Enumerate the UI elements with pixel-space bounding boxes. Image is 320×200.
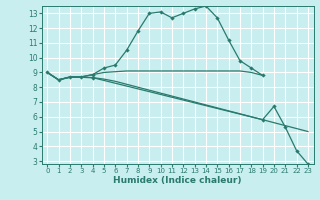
X-axis label: Humidex (Indice chaleur): Humidex (Indice chaleur) [113,176,242,185]
